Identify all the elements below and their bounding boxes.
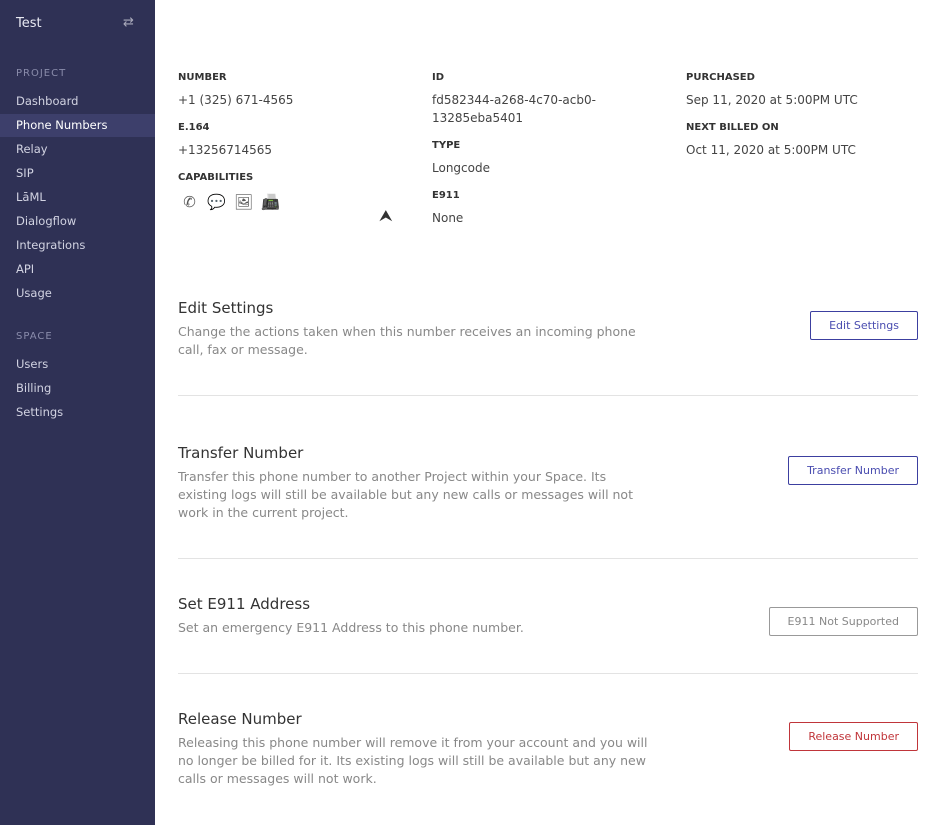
e911-title: Set E911 Address xyxy=(178,595,310,613)
edit-settings-button[interactable]: Edit Settings xyxy=(810,311,918,340)
e911-value: None xyxy=(432,209,463,227)
mouse-cursor-icon: ⮝ xyxy=(379,206,393,226)
divider xyxy=(178,395,918,396)
sidebar: Test ⇄ PROJECT DashboardPhone NumbersRel… xyxy=(0,0,155,825)
sidebar-item-phone-numbers[interactable]: Phone Numbers xyxy=(0,114,155,137)
id-label: ID xyxy=(432,72,444,83)
sidebar-item-api[interactable]: API xyxy=(0,258,155,281)
id-value-line2: 13285eba5401 xyxy=(432,109,523,127)
e164-label: E.164 xyxy=(178,122,210,133)
id-value-line1: fd582344-a268-4c70-acb0- xyxy=(432,91,596,109)
sidebar-item-dialogflow[interactable]: Dialogflow xyxy=(0,210,155,233)
sidebar-item-relay[interactable]: Relay xyxy=(0,138,155,161)
fax-icon: 📠 xyxy=(261,193,280,212)
edit-settings-desc: Change the actions taken when this numbe… xyxy=(178,323,658,359)
mms-image-icon: 🖼 xyxy=(234,193,253,212)
next-billed-label: NEXT BILLED ON xyxy=(686,122,779,133)
e911-not-supported-button[interactable]: E911 Not Supported xyxy=(769,607,918,636)
release-number-desc: Releasing this phone number will remove … xyxy=(178,734,658,788)
space-section-label: SPACE xyxy=(16,331,53,342)
next-billed-value: Oct 11, 2020 at 5:00PM UTC xyxy=(686,141,856,159)
sidebar-item-sip[interactable]: SIP xyxy=(0,162,155,185)
release-number-title: Release Number xyxy=(178,710,302,728)
sidebar-item-billing[interactable]: Billing xyxy=(0,377,155,400)
transfer-number-title: Transfer Number xyxy=(178,444,303,462)
edit-settings-title: Edit Settings xyxy=(178,299,273,317)
swap-arrows-icon[interactable]: ⇄ xyxy=(123,15,134,30)
e911-desc: Set an emergency E911 Address to this ph… xyxy=(178,619,658,637)
divider xyxy=(178,558,918,559)
capabilities-label: CAPABILITIES xyxy=(178,172,253,183)
number-label: NUMBER xyxy=(178,72,227,83)
project-section-label: PROJECT xyxy=(16,68,66,79)
sidebar-item-dashboard[interactable]: Dashboard xyxy=(0,90,155,113)
sidebar-item-users[interactable]: Users xyxy=(0,353,155,376)
e164-value: +13256714565 xyxy=(178,141,272,159)
e911-label: E911 xyxy=(432,190,460,201)
transfer-number-desc: Transfer this phone number to another Pr… xyxy=(178,468,658,522)
type-label: TYPE xyxy=(432,140,460,151)
divider xyxy=(178,673,918,674)
number-value: +1 (325) 671-4565 xyxy=(178,91,293,109)
sidebar-item-settings[interactable]: Settings xyxy=(0,401,155,424)
sidebar-item-integrations[interactable]: Integrations xyxy=(0,234,155,257)
type-value: Longcode xyxy=(432,159,490,177)
release-number-button[interactable]: Release Number xyxy=(789,722,918,751)
transfer-number-button[interactable]: Transfer Number xyxy=(788,456,918,485)
purchased-value: Sep 11, 2020 at 5:00PM UTC xyxy=(686,91,858,109)
message-icon: 💬 xyxy=(207,193,226,212)
sidebar-item-l-ml[interactable]: LāML xyxy=(0,186,155,209)
purchased-label: PURCHASED xyxy=(686,72,755,83)
phone-icon: ✆ xyxy=(180,193,199,212)
space-title: Test xyxy=(16,16,42,31)
sidebar-item-usage[interactable]: Usage xyxy=(0,282,155,305)
